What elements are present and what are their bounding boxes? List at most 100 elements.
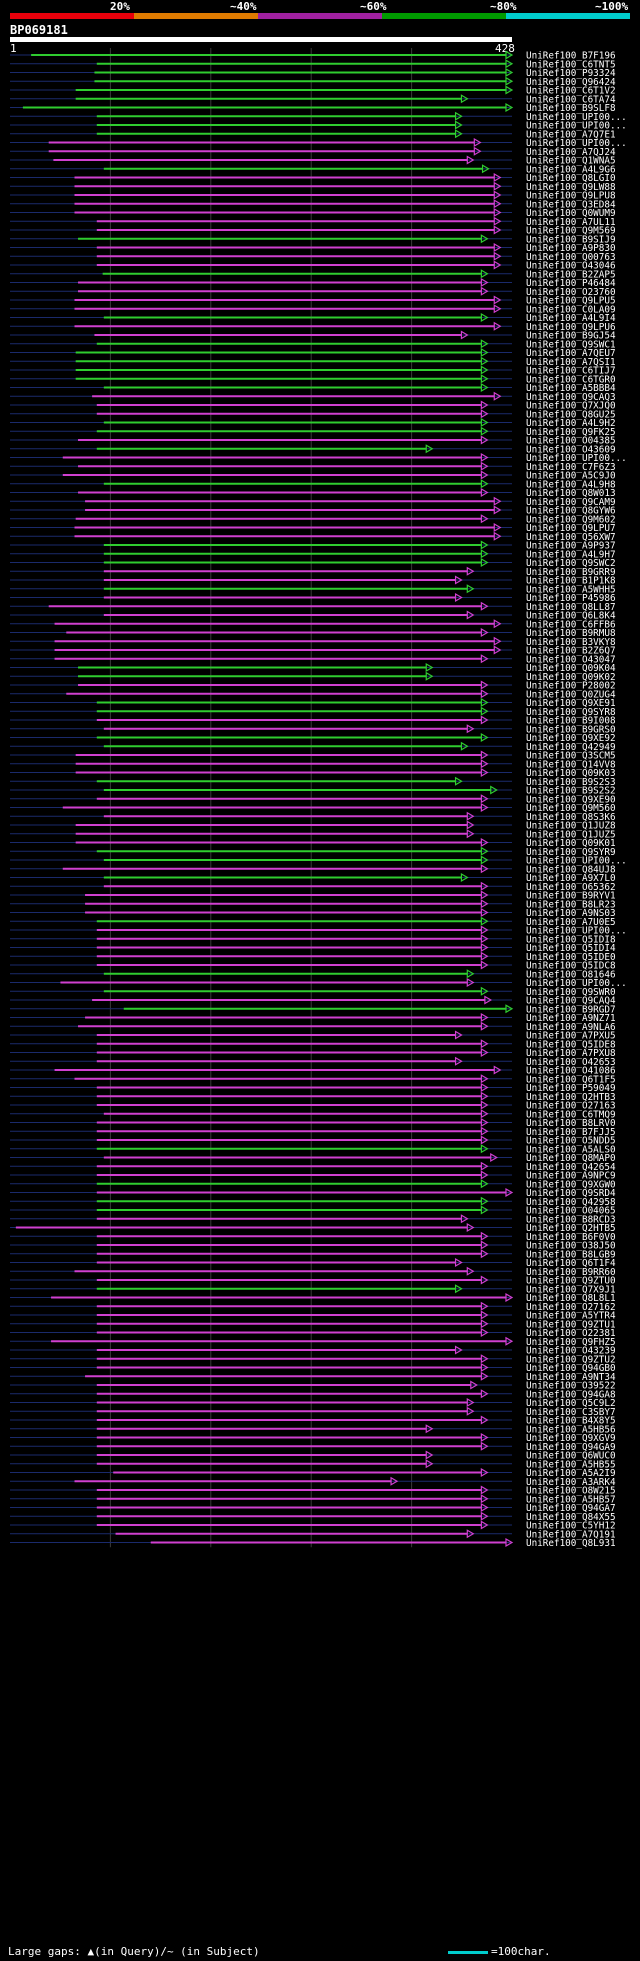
query-bar <box>10 37 512 42</box>
hit-arrow <box>480 855 489 865</box>
hit-label: UniRef100_Q94GA9 <box>526 1442 616 1453</box>
hit-arrow <box>480 1432 489 1443</box>
hit-arrow <box>480 461 489 471</box>
hit-label: UniRef100_B7F196 <box>526 51 616 62</box>
hit-arrow <box>480 417 489 428</box>
hit-arrow <box>480 1310 489 1320</box>
hit-arrow <box>480 759 489 769</box>
hit-label: UniRef100_A7U0E5 <box>526 917 616 928</box>
hit-label: UniRef100_O41086 <box>526 1066 616 1077</box>
hit-label: UniRef100_Q0ZUG4 <box>526 689 616 700</box>
hit-arrow <box>466 969 475 979</box>
hit-arrow <box>480 1135 489 1145</box>
hit-label: UniRef100_Q9XE91 <box>526 698 616 709</box>
hit-label: UniRef100_A7UL11 <box>526 217 616 228</box>
hit-label: UniRef100_C6TIJ7 <box>526 366 616 377</box>
hit-label: UniRef100_O42653 <box>526 1057 616 1068</box>
hit-label: UniRef100_Q9LPU5 <box>526 296 616 307</box>
hit-arrow <box>505 76 514 86</box>
hit-arrow <box>454 1257 463 1268</box>
hit-label: UniRef100_Q9XE90 <box>526 794 616 805</box>
hit-label: UniRef100_A4L9H2 <box>526 418 616 429</box>
hit-label: UniRef100_Q9XGV9 <box>526 1433 616 1444</box>
hit-arrow <box>470 1380 479 1390</box>
hit-label: UniRef100_O27162 <box>526 1302 616 1313</box>
hit-arrow <box>480 654 489 664</box>
hit-label: UniRef100_A7QSI1 <box>526 357 616 368</box>
hit-arrow <box>493 531 502 541</box>
hit-arrow <box>480 1415 489 1425</box>
hit-arrow <box>480 732 489 743</box>
hit-arrow <box>480 286 489 296</box>
hit-label: UniRef100_B9S2S3 <box>526 777 616 788</box>
hit-arrow <box>480 1441 489 1451</box>
hit-arrow <box>454 1030 463 1040</box>
hit-arrow <box>480 925 489 935</box>
hit-arrow <box>466 811 475 821</box>
hit-arrow <box>480 1074 489 1084</box>
hit-arrow <box>480 400 489 410</box>
hit-label: UniRef100_Q1WNA5 <box>526 156 616 167</box>
hit-arrow <box>473 146 482 156</box>
hit-arrow <box>480 1231 489 1241</box>
hit-arrow <box>480 1371 489 1381</box>
scale-bar-orange <box>134 13 258 19</box>
hit-label: UniRef100_A7Q7E1 <box>526 129 616 140</box>
hit-arrow <box>460 1214 469 1224</box>
hit-arrow <box>480 540 489 550</box>
hit-arrow <box>480 907 489 918</box>
hit-arrow <box>480 374 489 384</box>
hit-arrow <box>454 111 463 121</box>
hit-label: UniRef100_C6TNT5 <box>526 59 616 70</box>
hit-label: UniRef100_Q9ZTU0 <box>526 1276 616 1287</box>
hit-label: UniRef100_Q8GU25 <box>526 409 616 420</box>
scale-label-60: ~60% <box>360 0 387 13</box>
hit-label: UniRef100_A7PXU5 <box>526 1031 616 1042</box>
hit-label: UniRef100_Q5IDI8 <box>526 934 616 945</box>
hit-label: UniRef100_Q1JUZ8 <box>526 821 616 832</box>
hit-label: UniRef100_B9SLF8 <box>526 103 616 114</box>
hit-arrow <box>460 872 469 883</box>
hit-arrow <box>480 1082 489 1093</box>
hit-label: UniRef100_P46484 <box>526 278 616 289</box>
hit-arrow <box>480 1047 489 1058</box>
hit-arrow <box>480 409 489 419</box>
hit-arrow <box>480 382 489 393</box>
hit-arrow <box>480 627 489 638</box>
hit-arrow <box>493 496 502 506</box>
hit-arrow <box>493 522 502 533</box>
hit-arrow <box>480 1249 489 1259</box>
hit-label: UniRef100_A9NT34 <box>526 1372 616 1383</box>
hit-label: UniRef100_B4X8Y5 <box>526 1416 616 1427</box>
hit-arrow <box>481 164 490 174</box>
scale-label-80: ~80% <box>490 0 517 13</box>
hit-label: UniRef100_Q84UJ8 <box>526 864 616 875</box>
hit-label: UniRef100_B9RR60 <box>526 1267 616 1278</box>
hit-label: UniRef100_Q5IDE0 <box>526 952 616 963</box>
hit-label: UniRef100_Q9XE92 <box>526 733 616 744</box>
query-id: BP069181 <box>10 23 68 37</box>
hit-label: UniRef100_A5BBB4 <box>526 383 616 394</box>
hit-arrow <box>480 426 489 436</box>
hit-label: UniRef100_P28002 <box>526 681 616 692</box>
hit-arrow <box>480 1502 489 1513</box>
hit-label: UniRef100_Q42958 <box>526 1197 616 1208</box>
hit-arrow <box>480 1161 489 1171</box>
hit-arrow <box>466 724 475 734</box>
hit-label: UniRef100_P45986 <box>526 593 616 604</box>
hit-arrow <box>480 689 489 699</box>
hit-arrow <box>466 1397 475 1408</box>
hit-label: UniRef100_UPI00... <box>526 138 627 149</box>
hit-arrow <box>480 1109 489 1119</box>
hit-label: UniRef100_A7QEU7 <box>526 348 616 359</box>
hit-label: UniRef100_Q8S3K6 <box>526 812 616 823</box>
hit-label: UniRef100_O39522 <box>526 1381 616 1392</box>
hit-arrow <box>480 837 489 848</box>
hit-label: UniRef100_Q14VV8 <box>526 759 616 770</box>
hit-label: UniRef100_B9GJ54 <box>526 331 616 342</box>
hit-label: UniRef100_Q8L931 <box>526 1538 616 1549</box>
hit-arrow <box>480 1091 489 1101</box>
hit-label: UniRef100_Q9ZTU2 <box>526 1354 616 1365</box>
hit-label: UniRef100_Q2HTB5 <box>526 1223 616 1234</box>
hit-label: UniRef100_C6TMQ9 <box>526 1109 616 1120</box>
